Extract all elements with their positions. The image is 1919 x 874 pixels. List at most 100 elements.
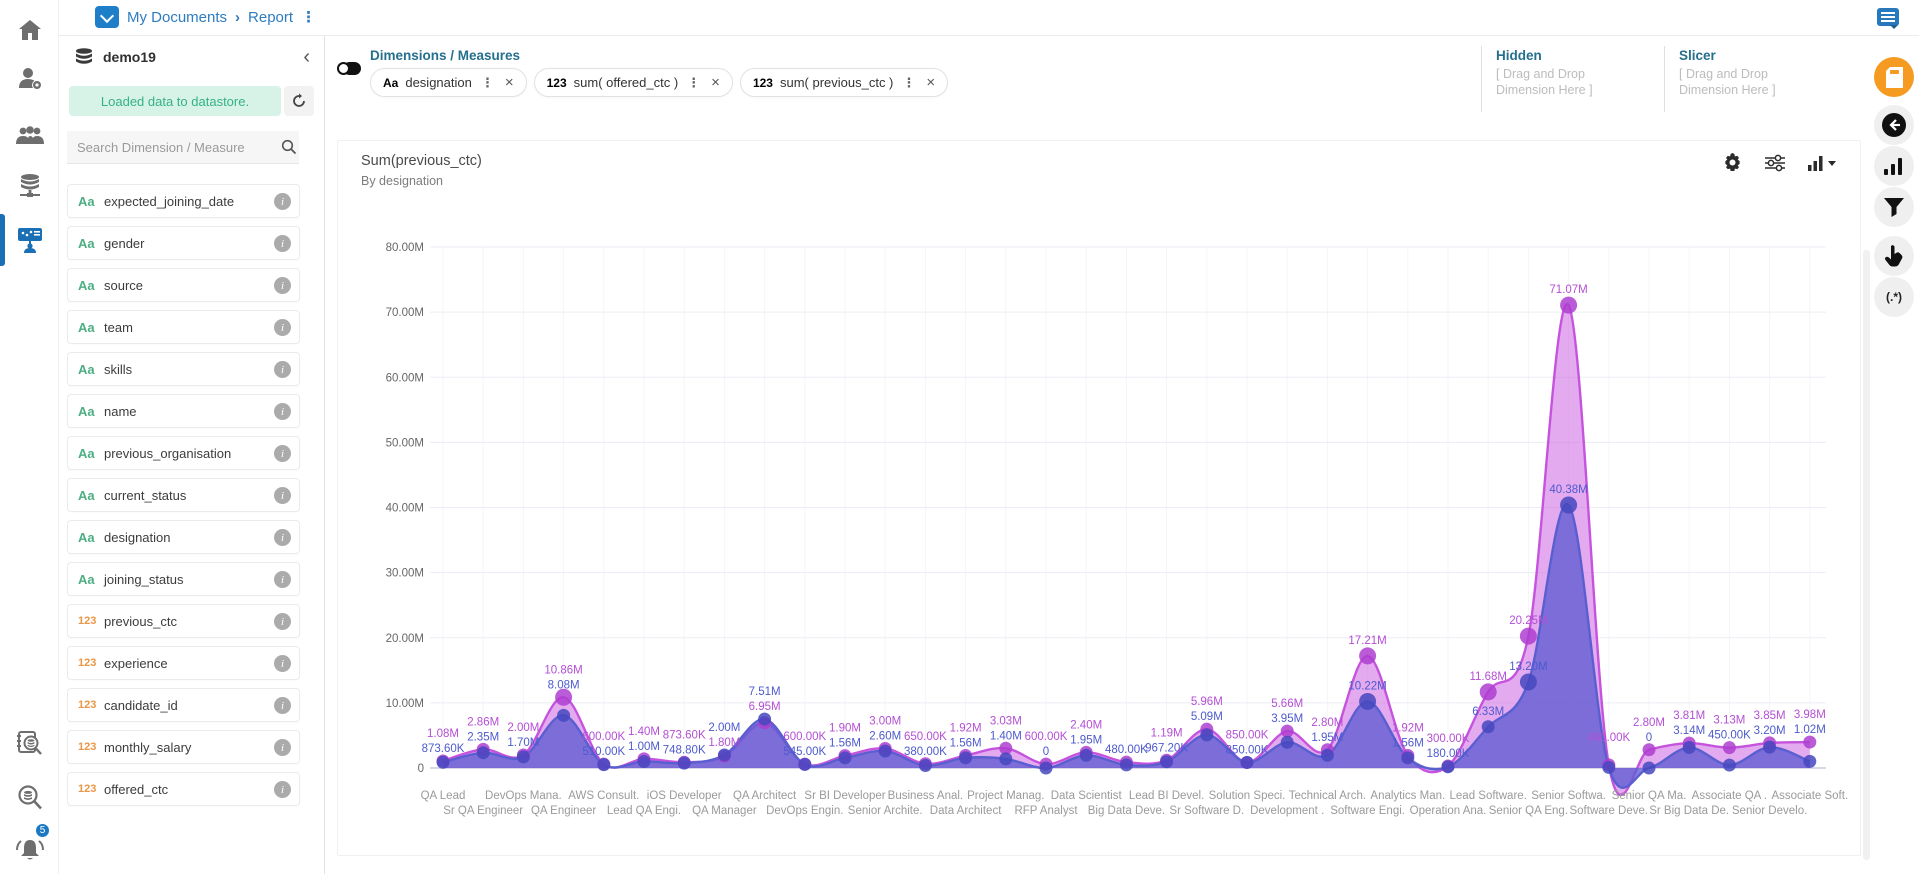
data-point[interactable] (557, 708, 571, 722)
field-row[interactable]: Aa previous_organisation i (67, 436, 300, 470)
data-point[interactable] (1240, 755, 1254, 769)
info-icon[interactable]: i (274, 235, 291, 252)
data-point[interactable] (1079, 748, 1093, 762)
data-point[interactable] (1359, 692, 1377, 710)
data-point[interactable] (838, 751, 852, 765)
home-icon[interactable] (0, 8, 59, 52)
info-icon[interactable]: i (274, 781, 291, 798)
search-icon[interactable] (281, 139, 297, 155)
data-point[interactable] (677, 756, 691, 770)
data-point[interactable] (1560, 296, 1578, 314)
field-chip[interactable]: 123 sum( offered_ctc ) ⋮ × (533, 68, 733, 97)
data-point[interactable] (878, 744, 892, 758)
info-icon[interactable]: i (274, 529, 291, 546)
data-point[interactable] (1642, 743, 1656, 757)
data-point[interactable] (1479, 683, 1497, 701)
chip-menu-icon[interactable]: ⋮ (902, 74, 916, 90)
data-point[interactable] (476, 746, 490, 760)
data-point[interactable] (1119, 758, 1133, 772)
data-point[interactable] (436, 755, 450, 769)
dashboards-icon[interactable] (0, 214, 59, 266)
info-icon[interactable]: i (274, 445, 291, 462)
data-point[interactable] (1722, 758, 1736, 772)
field-row[interactable]: Aa joining_status i (67, 562, 300, 596)
notifications-icon[interactable]: 5 (0, 822, 59, 872)
chip-menu-icon[interactable]: ⋮ (687, 74, 701, 90)
data-point[interactable] (717, 748, 731, 762)
info-icon[interactable]: i (274, 403, 291, 420)
refresh-button[interactable] (284, 86, 314, 116)
data-point[interactable] (1803, 735, 1817, 749)
datastore-icon[interactable] (0, 164, 59, 208)
field-row[interactable]: 123 monthly_salary i (67, 730, 300, 764)
data-point[interactable] (959, 751, 973, 765)
chip-menu-icon[interactable]: ⋮ (480, 74, 494, 90)
data-point[interactable] (555, 688, 573, 706)
search-input[interactable] (67, 131, 299, 164)
data-point[interactable] (637, 754, 651, 768)
toggle-icon[interactable] (337, 62, 361, 75)
data-point[interactable] (1320, 748, 1334, 762)
field-chip[interactable]: 123 sum( previous_ctc ) ⋮ × (739, 68, 949, 97)
breadcrumb-menu-icon[interactable]: ⋮ (301, 9, 317, 26)
data-point[interactable] (999, 752, 1013, 766)
scrollbar[interactable] (1863, 250, 1870, 860)
data-catalog-search-icon[interactable] (0, 722, 59, 766)
display-settings-icon[interactable] (1764, 154, 1786, 177)
info-icon[interactable]: i (274, 571, 291, 588)
memory-card-button[interactable] (1874, 57, 1914, 97)
info-icon[interactable]: i (274, 739, 291, 756)
field-row[interactable]: 123 candidate_id i (67, 688, 300, 722)
data-point[interactable] (597, 758, 611, 772)
chat-icon[interactable] (1877, 8, 1899, 29)
data-point[interactable] (1441, 760, 1455, 774)
settings-gear-icon[interactable] (1723, 153, 1742, 177)
data-point[interactable] (1519, 627, 1537, 645)
collapse-panel-chevron-icon[interactable]: ‹ (303, 46, 310, 68)
search-data-icon[interactable] (0, 776, 59, 820)
info-icon[interactable]: i (274, 277, 291, 294)
info-icon[interactable]: i (274, 193, 291, 210)
field-row[interactable]: Aa gender i (67, 226, 300, 260)
field-row[interactable]: 123 offered_ctc i (67, 772, 300, 806)
field-chip[interactable]: Aa designation ⋮ × (370, 68, 527, 97)
data-point[interactable] (1519, 673, 1537, 691)
chip-close-icon[interactable]: × (711, 74, 720, 91)
user-settings-icon[interactable] (0, 56, 59, 100)
data-point[interactable] (1722, 741, 1736, 755)
slicer-dropzone[interactable]: Slicer [ Drag and Drop Dimension Here ] (1664, 46, 1834, 112)
info-icon[interactable]: i (274, 487, 291, 504)
data-point[interactable] (516, 750, 530, 764)
data-point[interactable] (1401, 751, 1415, 765)
data-point[interactable] (1280, 735, 1294, 749)
field-row[interactable]: Aa source i (67, 268, 300, 302)
info-icon[interactable]: i (274, 655, 291, 672)
data-point[interactable] (1359, 647, 1377, 665)
back-button[interactable] (1874, 105, 1914, 145)
data-point[interactable] (1642, 761, 1656, 775)
data-point[interactable] (1039, 761, 1053, 775)
breadcrumb-report[interactable]: Report (248, 8, 294, 26)
field-row[interactable]: Aa skills i (67, 352, 300, 386)
bar-chart-button[interactable] (1874, 146, 1914, 186)
regex-button[interactable]: (.*) (1874, 277, 1914, 317)
data-point[interactable] (918, 759, 932, 773)
field-row[interactable]: Aa expected_joining_date i (67, 184, 300, 218)
breadcrumb-my-documents[interactable]: My Documents (127, 8, 228, 26)
data-point[interactable] (1763, 740, 1777, 754)
data-point[interactable] (1682, 741, 1696, 755)
field-row[interactable]: 123 experience i (67, 646, 300, 680)
pointer-button[interactable] (1874, 236, 1914, 276)
team-icon[interactable] (0, 114, 59, 158)
field-row[interactable]: Aa team i (67, 310, 300, 344)
data-point[interactable] (758, 712, 772, 726)
filter-button[interactable] (1874, 187, 1914, 227)
data-point[interactable] (1481, 720, 1495, 734)
info-icon[interactable]: i (274, 319, 291, 336)
data-point[interactable] (1803, 754, 1817, 768)
field-row[interactable]: 123 previous_ctc i (67, 604, 300, 638)
folder-chevron-icon[interactable] (95, 6, 119, 28)
info-icon[interactable]: i (274, 613, 291, 630)
data-point[interactable] (1560, 496, 1578, 514)
chip-close-icon[interactable]: × (926, 74, 936, 91)
